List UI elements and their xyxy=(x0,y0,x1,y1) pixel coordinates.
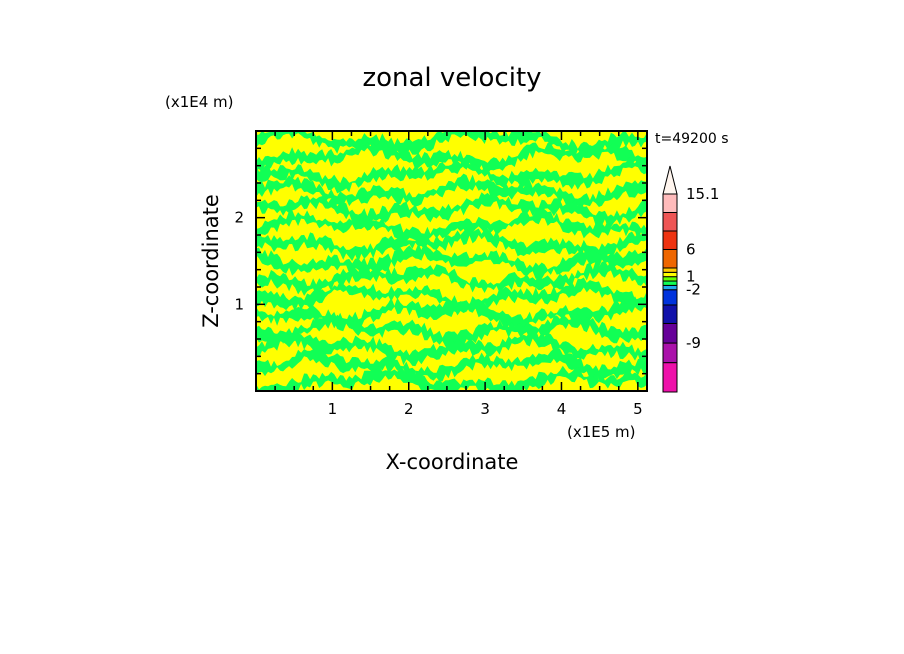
x-axis: 1 2 3 4 5 xyxy=(274,131,643,418)
field-band-3 xyxy=(256,173,647,209)
colorbar-segment xyxy=(662,289,678,306)
x-axis-title: X-coordinate xyxy=(386,450,519,474)
y-tick-label: 1 xyxy=(234,295,244,313)
x-scale-label: (x1E5 m) xyxy=(567,423,636,441)
field-band-7 xyxy=(256,242,647,279)
field-band-8 xyxy=(256,260,647,297)
time-label: t=49200 s xyxy=(655,131,729,147)
y-scale-label: (x1E4 m) xyxy=(165,93,234,111)
colorbar-segment xyxy=(662,362,678,393)
x-tick-label: 2 xyxy=(404,400,414,418)
colorbar-segment xyxy=(662,304,678,324)
x-tick-label: 5 xyxy=(633,400,643,418)
colorbar-segment xyxy=(662,211,678,232)
colorbar-segment xyxy=(662,322,678,344)
colorbar-segment xyxy=(662,267,678,273)
colorbar-segment xyxy=(662,193,678,213)
colorbar-label: -9 xyxy=(686,334,701,352)
field-band-13 xyxy=(256,347,647,382)
field-band-12 xyxy=(256,329,647,367)
colorbar-segment xyxy=(662,248,678,269)
field-band-11 xyxy=(256,314,647,349)
colorbar-segment xyxy=(662,271,678,278)
colorbar: 15.1 6 1-2 -9 xyxy=(662,165,719,393)
y-tick-label: 2 xyxy=(234,209,244,227)
field-band-9 xyxy=(256,277,647,313)
colorbar-label: -2 xyxy=(686,281,701,299)
field-band-5 xyxy=(256,209,647,244)
x-tick-label: 1 xyxy=(328,400,338,418)
field-band-14 xyxy=(256,365,647,391)
colorbar-segment xyxy=(662,230,678,250)
y-axis: 12 xyxy=(234,147,647,375)
plot-area xyxy=(255,130,648,392)
field-bands xyxy=(256,131,647,391)
colorbar-extend-max xyxy=(662,165,678,195)
x-tick-label: 4 xyxy=(557,400,567,418)
y-axis-title: Z-coordinate xyxy=(199,194,223,328)
colorbar-label: 1 xyxy=(686,268,696,286)
x-tick-label: 3 xyxy=(480,400,490,418)
colorbar-segment xyxy=(662,342,678,364)
colorbar-label: 6 xyxy=(686,240,696,258)
colorbar-label: 15.1 xyxy=(686,185,719,203)
field-band-6 xyxy=(256,227,647,263)
field-band-0 xyxy=(256,131,647,158)
field-band-2 xyxy=(256,157,647,194)
colorbar-segment xyxy=(662,276,678,282)
plot-frame xyxy=(255,130,648,392)
colorbar-segment xyxy=(662,284,678,291)
field-band-1 xyxy=(256,139,647,174)
chart-title: zonal velocity xyxy=(362,63,541,93)
colorbar-segment xyxy=(662,280,678,286)
